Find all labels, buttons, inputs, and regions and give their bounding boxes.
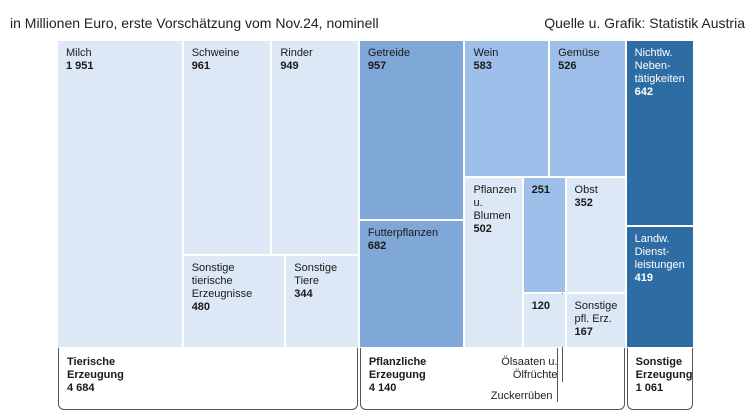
tile-name: Schweine	[192, 47, 240, 59]
tile-value: 961	[192, 60, 240, 73]
tile-value: 949	[280, 60, 312, 73]
tile: Sonstige pfl. Erz.167	[567, 294, 625, 347]
tile-name: Obst	[575, 184, 598, 196]
tile-value: 682	[368, 240, 438, 253]
tile-value: 352	[575, 197, 598, 210]
tile-name: Rinder	[280, 47, 312, 59]
tile-value: 642	[635, 86, 685, 99]
page: in Millionen Euro, erste Vorschätzung vo…	[0, 0, 753, 419]
tile-value: 526	[558, 60, 600, 73]
tile-value: 480	[192, 301, 253, 314]
tile-value: 344	[294, 288, 337, 301]
tile-name: Sonstige pfl. Erz.	[575, 300, 618, 325]
group-name: Sonstige Erzeugung	[636, 356, 693, 381]
group-name: Pflanzliche Erzeugung	[369, 356, 426, 381]
tile-label: 251	[532, 184, 550, 197]
tile-value: 583	[473, 60, 498, 73]
source: Quelle u. Grafik: Statistik Austria	[544, 15, 745, 31]
group-value: 4 684	[67, 382, 124, 395]
tile-name: Wein	[473, 47, 498, 59]
tile-value: 957	[368, 60, 410, 73]
group-value: 1 061	[636, 382, 693, 395]
tile-value: 167	[575, 326, 618, 339]
tile-label: 120	[532, 300, 550, 313]
tile-name: Pflanzen u. Blumen	[473, 184, 516, 222]
tile-name: Sonstige Tiere	[294, 262, 337, 287]
tile-name: Futterpflanzen	[368, 227, 438, 239]
tile-label: Sonstige pfl. Erz.167	[575, 300, 618, 339]
tile-name: Nichtlw. Neben- tätigkeiten	[635, 47, 685, 85]
tile: 120	[524, 294, 565, 347]
tile-name: Sonstige tierische Erzeugnisse	[192, 262, 253, 300]
group-value: 4 140	[369, 382, 426, 395]
subtitle: in Millionen Euro, erste Vorschätzung vo…	[10, 15, 379, 31]
tile-name: Milch	[66, 47, 92, 59]
tile-value: 251	[532, 184, 550, 197]
group-name: Tierische Erzeugung	[67, 356, 124, 381]
tile-value: 502	[473, 223, 516, 236]
tile-value: 1 951	[66, 60, 94, 73]
tile-name: Gemüse	[558, 47, 600, 59]
tile: 251	[524, 178, 565, 292]
tile-value: 120	[532, 300, 550, 313]
tile-name: Getreide	[368, 47, 410, 59]
tile-value: 419	[635, 272, 685, 285]
tile-name: Landw. Dienst- leistungen	[635, 233, 685, 271]
